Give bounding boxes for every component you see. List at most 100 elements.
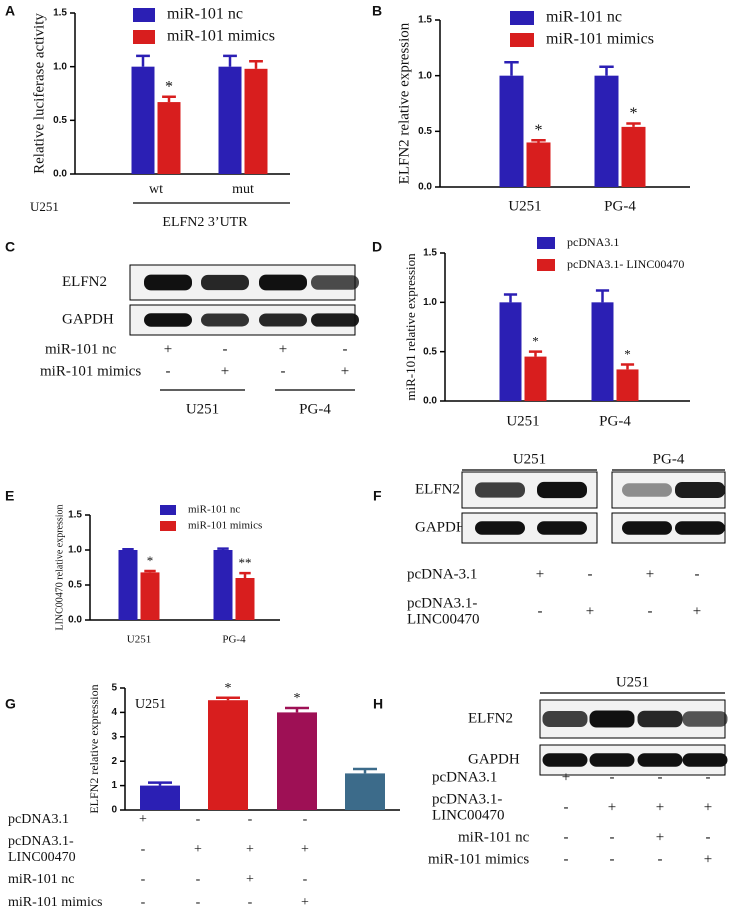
significance: * [147,553,154,568]
condition-sign: + [704,799,712,815]
y-axis-label: ELFN2 relative expression [87,684,101,813]
condition-sign: - [141,895,146,910]
legend-label: pcDNA3.1 [567,235,619,249]
band [637,710,683,728]
x-tick-label: PG-4 [222,634,246,646]
condition-sign: + [279,341,287,357]
panel-letter: G [5,696,16,712]
condition-sign: + [164,341,172,357]
legend-label: miR-101 mimics [546,31,654,48]
condition-sign: - [658,851,663,867]
bar [591,302,614,401]
error-bar [503,293,518,303]
condition-sign: - [695,566,700,582]
legend-label: miR-101 mimics [167,28,275,45]
inset-label: U251 [135,697,166,712]
condition-sign: - [196,812,201,827]
error-bar [249,60,263,69]
error-bar [531,138,546,143]
band [622,483,672,497]
band [637,753,683,767]
significance: * [294,691,301,706]
band [542,753,588,767]
condition-label: pcDNA3.1- [432,791,502,807]
condition-label: miR-101 nc [45,341,117,357]
error-bar [620,363,635,370]
legend-swatch [537,237,555,249]
error-bar [216,696,240,701]
condition-sign: - [588,566,593,582]
y-tick-label: 2 [111,756,117,767]
condition-sign: + [704,851,712,867]
bar [208,700,248,810]
y-tick-label: 1.0 [53,61,67,72]
condition-sign: - [564,829,569,845]
error-bar [223,54,237,67]
condition-label: miR-101 mimics [40,363,141,379]
band-label: ELFN2 [468,710,513,726]
panel-letter: C [5,239,15,255]
band [475,521,525,535]
band [311,313,359,327]
band [589,710,635,728]
band [675,521,725,535]
band [475,482,525,498]
y-tick-label: 0.0 [418,182,432,193]
condition-sign: - [141,872,146,887]
band [144,274,192,291]
condition-sign: + [562,769,570,785]
condition-sign: - [303,812,308,827]
band [537,481,587,499]
significance: * [532,334,539,349]
legend-swatch [133,30,155,44]
error-bar [285,706,309,713]
error-bar [144,569,156,573]
legend-swatch [537,259,555,271]
condition-sign: + [586,603,594,619]
y-tick-label: 4 [111,707,117,718]
x-tick-label: U251 [506,413,539,429]
condition-sign: - [610,829,615,845]
condition-sign: - [303,872,308,887]
x-tick-label: PG-4 [599,413,631,429]
legend-label: pcDNA3.1- LINC00470 [567,257,684,271]
group-label: PG-4 [299,401,331,417]
bar [345,773,385,810]
y-tick-label: 0 [111,805,117,816]
y-axis-label: Relative luciferase activity [31,13,47,174]
panel-letter: F [373,488,382,504]
legend-swatch [160,521,176,531]
condition-label: LINC00470 [8,850,76,865]
band [259,313,307,327]
legend-swatch [133,8,155,22]
band-label: GAPDH [415,519,467,535]
y-axis-label: miR-101 relative expression [403,253,418,401]
significance: * [165,78,173,95]
bar [140,785,180,810]
y-tick-label: 0.5 [53,115,67,126]
legend-label: miR-101 nc [546,9,622,26]
bar [118,550,138,620]
bar [140,572,160,620]
error-bar [217,547,229,550]
legend-swatch [160,505,176,515]
band [259,274,307,291]
bar [235,578,255,620]
condition-sign: - [248,812,253,827]
y-tick-label: 0.5 [68,580,82,591]
condition-label: miR-101 mimics [428,851,529,867]
condition-sign: - [196,895,201,910]
bar [131,66,155,174]
band [622,521,672,535]
band [144,313,192,327]
error-bar [136,54,150,67]
condition-label: miR-101 mimics [8,895,103,910]
bar [621,126,646,187]
band [537,521,587,535]
condition-label: pcDNA3.1- [8,834,74,849]
legend-label: miR-101 nc [167,6,243,23]
condition-sign: - [223,341,228,357]
error-bar [599,65,614,76]
x-tick-label: U251 [508,198,541,214]
error-bar [504,61,519,76]
